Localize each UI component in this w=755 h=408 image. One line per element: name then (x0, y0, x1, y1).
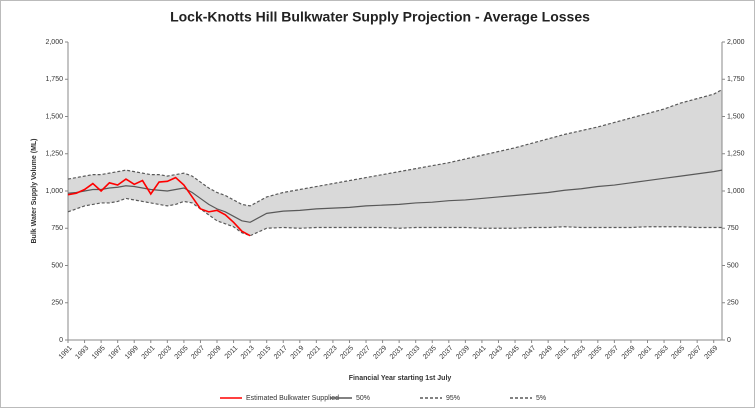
y2-tick-label: 1,750 (727, 76, 745, 83)
y2-tick-label: 250 (727, 300, 739, 307)
y2-tick-label: 1,500 (727, 113, 745, 120)
y-tick-label: 1,250 (45, 151, 63, 158)
legend-label: 50% (356, 395, 370, 402)
y2-tick-label: 2,000 (727, 39, 745, 46)
y2-tick-label: 0 (727, 337, 731, 344)
y-tick-label: 750 (51, 225, 63, 232)
legend-label: 5% (536, 395, 546, 402)
y-tick-label: 1,500 (45, 113, 63, 120)
y-tick-label: 2,000 (45, 39, 63, 46)
chart-title: Lock-Knotts Hill Bulkwater Supply Projec… (170, 9, 590, 25)
series-line (67, 197, 722, 237)
y2-tick-label: 750 (727, 225, 739, 232)
series-line (67, 169, 723, 223)
y-tick-label: 0 (59, 337, 63, 344)
legend-label: 95% (446, 395, 460, 402)
y-tick-label: 1,000 (45, 188, 63, 195)
x-axis-label: Financial Year starting 1st July (349, 375, 452, 382)
y-tick-label: 250 (51, 300, 63, 307)
legend-label: Estimated Bulkwater Supplied (246, 395, 339, 402)
y-tick-label: 1,750 (45, 76, 63, 83)
y2-tick-label: 500 (727, 262, 739, 269)
series-line (67, 89, 723, 207)
y-tick-label: 500 (51, 262, 63, 269)
series-line (67, 176, 251, 237)
y2-tick-label: 1,000 (727, 188, 745, 195)
y-axis-label: Bulk Water Supply Volume (ML) (31, 138, 38, 243)
y2-tick-label: 1,250 (727, 151, 745, 158)
